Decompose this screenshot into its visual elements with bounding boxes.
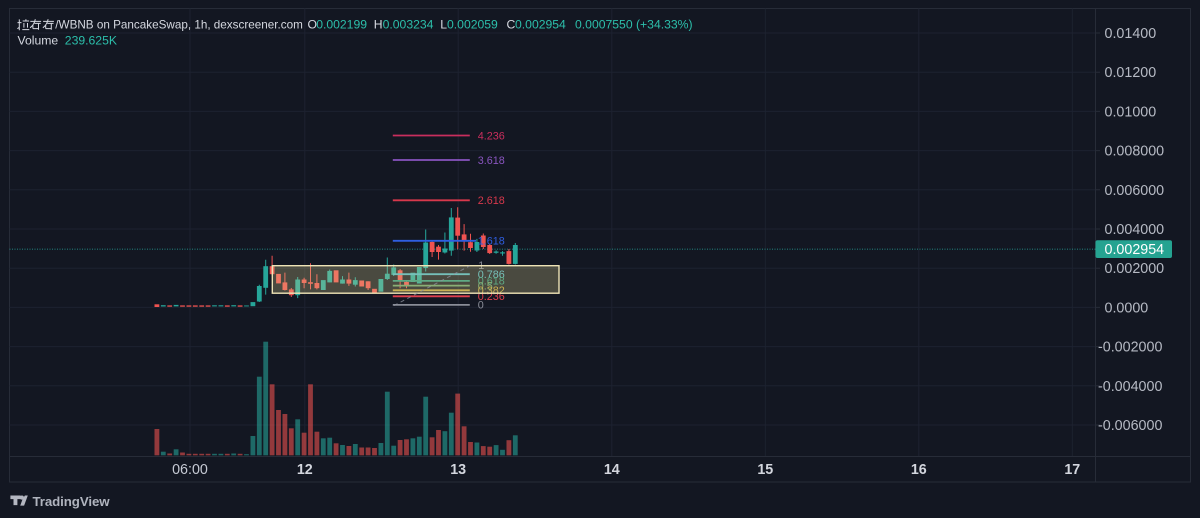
svg-text:16: 16: [911, 462, 927, 478]
svg-text:0.006000: 0.006000: [1105, 183, 1165, 199]
svg-text:13: 13: [450, 462, 466, 478]
svg-text:0.002000: 0.002000: [1105, 261, 1165, 277]
svg-text:4.236: 4.236: [478, 130, 505, 142]
svg-text:0.0000: 0.0000: [1105, 300, 1149, 316]
svg-text:17: 17: [1064, 462, 1080, 478]
svg-text:-0.004000: -0.004000: [1098, 379, 1162, 395]
svg-text:0.786: 0.786: [478, 269, 505, 281]
svg-text:0.236: 0.236: [478, 291, 505, 303]
svg-text:-0.002000: -0.002000: [1098, 340, 1162, 356]
svg-text:3.618: 3.618: [478, 155, 505, 167]
svg-text:0.01200: 0.01200: [1105, 65, 1157, 81]
svg-text:TradingView: TradingView: [33, 494, 111, 509]
svg-text:2.618: 2.618: [478, 195, 505, 207]
svg-text:0.5: 0.5: [478, 280, 493, 292]
svg-text:/WBNB on PancakeSwap, 1h, dexs: /WBNB on PancakeSwap, 1h, dexscreener.co…: [55, 18, 303, 31]
svg-text:0.002954: 0.002954: [1105, 242, 1165, 258]
svg-text:0.008000: 0.008000: [1105, 144, 1165, 160]
svg-text:12: 12: [297, 462, 313, 478]
svg-text:0.004000: 0.004000: [1105, 222, 1165, 238]
svg-text:15: 15: [757, 462, 773, 478]
svg-text:14: 14: [604, 462, 620, 478]
svg-text:-0.006000: -0.006000: [1098, 418, 1162, 434]
svg-text:06:00: 06:00: [172, 462, 208, 478]
svg-text:1.618: 1.618: [478, 236, 505, 248]
svg-text:0.01000: 0.01000: [1105, 104, 1157, 120]
svg-text:0.618: 0.618: [478, 276, 505, 288]
svg-text:0: 0: [478, 300, 484, 312]
svg-text:0.382: 0.382: [478, 285, 505, 297]
svg-text:0.01400: 0.01400: [1105, 26, 1157, 42]
svg-text:Volume 239.625K: Volume 239.625K: [18, 33, 117, 47]
